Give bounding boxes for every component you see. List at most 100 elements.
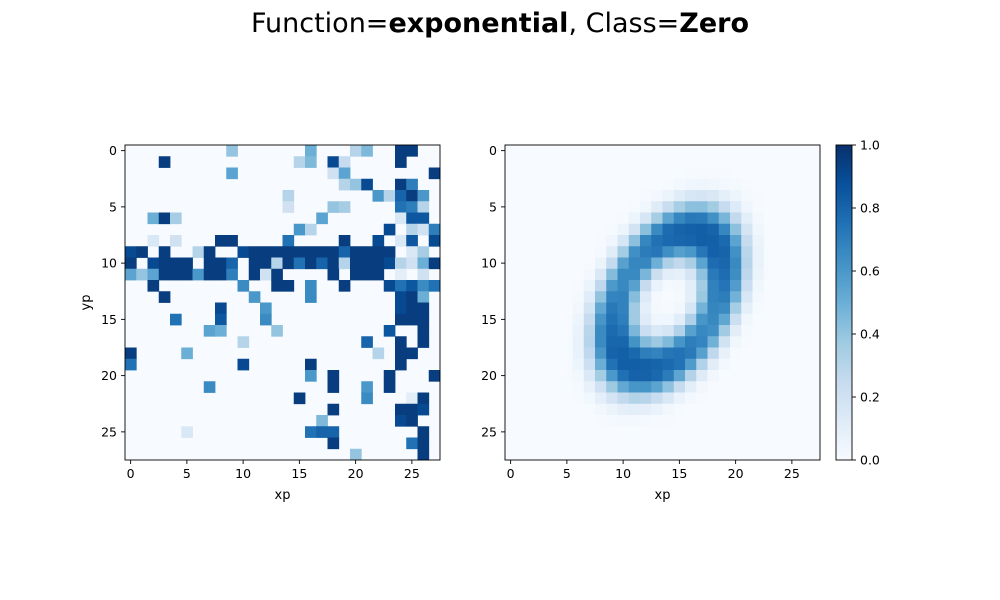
heatmap-cell (595, 235, 607, 247)
heatmap-cell (718, 381, 731, 393)
heatmap-cell (651, 347, 663, 360)
heatmap-cell (808, 156, 821, 168)
heatmap-cell (538, 201, 551, 213)
colorbar-gradient (835, 144, 853, 461)
heatmap-cell (417, 313, 430, 326)
heatmap-cell (271, 280, 283, 292)
heatmap-cell (406, 302, 418, 315)
heatmap-cell (395, 358, 407, 371)
heatmap-cell (215, 235, 227, 247)
heatmap-cell (527, 336, 540, 348)
heatmap-cell (662, 403, 675, 416)
heatmap-cell (406, 415, 418, 427)
heatmap-cell (775, 178, 787, 191)
heatmap-cell (808, 268, 821, 281)
heatmap-cell (305, 358, 317, 371)
heatmap-cell (797, 178, 810, 191)
heatmap-cell (730, 313, 742, 326)
heatmap-cell (797, 336, 810, 348)
heatmap-cell (786, 313, 798, 326)
xtick-label: 15 (671, 466, 687, 481)
heatmap-cell (226, 235, 238, 247)
heatmap-cell (775, 313, 787, 326)
heatmap-cell (775, 403, 787, 416)
heatmap-cell (550, 280, 562, 292)
heatmap-cell (395, 302, 407, 315)
heatmap-cell (775, 370, 787, 382)
heatmap-cell (550, 201, 562, 213)
colorbar: 0.0 0.2 0.4 0.6 0.8 1.0 (835, 138, 880, 468)
heatmap-cell (561, 156, 573, 168)
heatmap-cell (158, 212, 171, 225)
heatmap-cell (673, 381, 686, 393)
heatmap-cell (673, 190, 686, 202)
heatmap-cell (572, 178, 585, 191)
heatmap-cell (383, 190, 396, 202)
heatmap-cell (215, 268, 227, 281)
heatmap-cell (316, 246, 328, 258)
heatmap-cell (561, 212, 573, 225)
y-axis-label: yp (79, 295, 94, 311)
heatmap-cell (516, 392, 528, 405)
heatmap-cell (125, 268, 137, 281)
heatmap-cell (718, 313, 731, 326)
heatmap-cell (505, 415, 517, 427)
heatmap-cell (527, 268, 540, 281)
heatmap-cell (628, 257, 641, 270)
heatmap-cell (651, 302, 663, 315)
heatmap-cell (718, 201, 731, 213)
heatmap-cell (572, 145, 585, 157)
heatmap-cell (763, 246, 776, 258)
colorbar-tick-label: 0.0 (860, 453, 880, 468)
heatmap-cell (561, 448, 573, 461)
heatmap-cell (136, 268, 148, 281)
heatmap-cell (730, 156, 742, 168)
figure-title: Function=exponential, Class=Zero (0, 8, 1000, 39)
heatmap-cell (786, 336, 798, 348)
heatmap-cell (505, 257, 517, 270)
heatmap-cell (707, 201, 720, 213)
heatmap-cell (505, 235, 517, 247)
heatmap-cell (741, 178, 753, 191)
heatmap-cell (305, 370, 317, 382)
heatmap-cell (628, 426, 641, 438)
heatmap-cell (651, 201, 663, 213)
heatmap-cell (550, 190, 562, 202)
heatmap-cell (628, 291, 641, 303)
heatmap-cell (763, 313, 776, 326)
heatmap-cell (505, 156, 517, 168)
heatmap-cell (538, 257, 551, 270)
heatmap-cell (538, 325, 551, 337)
heatmap-cell (538, 415, 551, 427)
heatmap-cell (417, 392, 430, 405)
heatmap-cell (797, 437, 810, 450)
heatmap-cell (327, 381, 340, 393)
heatmap-cell (797, 403, 810, 416)
heatmap-cell (685, 302, 697, 315)
ytick-label: 25 (481, 424, 497, 439)
heatmap-cell (428, 257, 441, 270)
heatmap-cell (730, 426, 742, 438)
heatmap-cell (752, 426, 765, 438)
heatmap-cell (606, 235, 618, 247)
heatmap-cell (527, 178, 540, 191)
heatmap-cell (203, 325, 216, 337)
heatmap-cell (617, 223, 630, 236)
heatmap-cell (763, 156, 776, 168)
heatmap-cell (662, 178, 675, 191)
heatmap-cell (808, 336, 821, 348)
heatmap-cell (595, 415, 607, 427)
heatmap-cell (527, 167, 540, 180)
heatmap-cell (305, 223, 317, 236)
heatmap-cell (327, 246, 340, 258)
heatmap-cell (583, 268, 596, 281)
heatmap-cell (741, 190, 753, 202)
heatmap-cell (696, 291, 708, 303)
heatmap-cell (640, 212, 652, 225)
heatmap-cell (752, 280, 765, 292)
heatmap-cell (361, 268, 373, 281)
heatmap-cell (741, 426, 753, 438)
heatmap-cell (583, 212, 596, 225)
heatmap-cell (797, 268, 810, 281)
heatmap-cell (595, 403, 607, 416)
